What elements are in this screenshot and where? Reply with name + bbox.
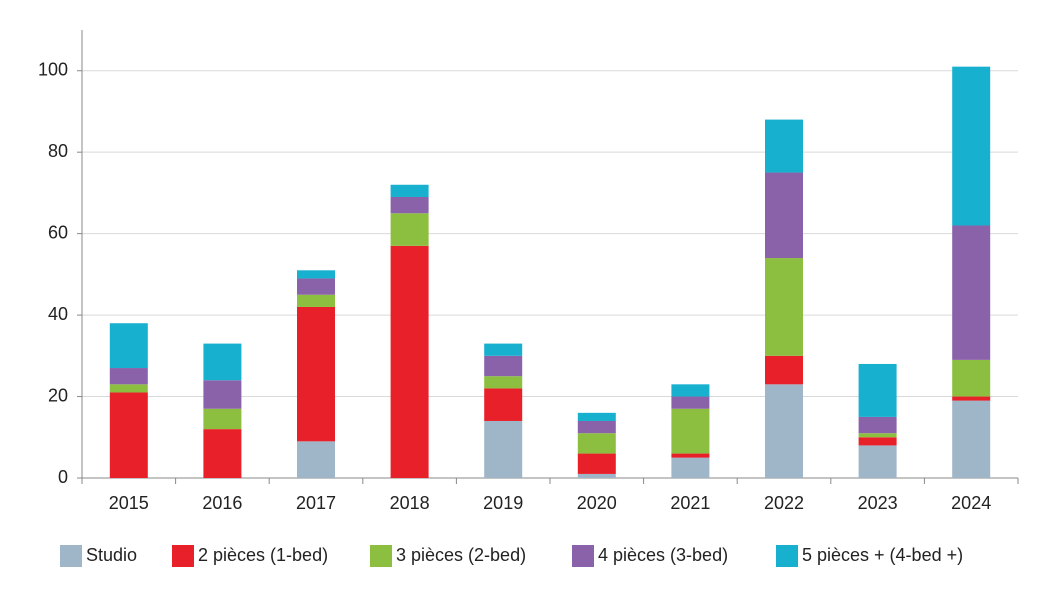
bar-segment <box>484 388 523 421</box>
y-tick-label: 0 <box>58 467 68 487</box>
bar-segment <box>390 213 429 246</box>
bar-segment <box>297 441 335 478</box>
legend-swatch <box>776 545 798 567</box>
bar-segment <box>671 457 710 478</box>
x-tick-label: 2018 <box>390 493 430 513</box>
bar-segment <box>671 453 710 458</box>
x-tick-label: 2022 <box>764 493 804 513</box>
bar-segment <box>952 359 991 397</box>
bar-segment <box>858 416 897 434</box>
bar-segment <box>390 196 429 214</box>
legend-label: 3 pièces (2-bed) <box>396 545 526 565</box>
legend-label: 2 pièces (1-bed) <box>198 545 328 565</box>
bar-segment <box>952 225 991 360</box>
bar-segment <box>109 392 148 478</box>
y-tick-label: 20 <box>48 385 68 405</box>
bar-segment <box>858 445 897 478</box>
y-tick-label: 80 <box>48 141 68 161</box>
bar-segment <box>765 258 803 356</box>
bar-segment <box>297 306 335 442</box>
legend-swatch <box>60 545 82 567</box>
bar-segment <box>952 400 991 478</box>
bar-segment <box>203 343 242 381</box>
bar-segment <box>390 184 429 197</box>
bar-segment <box>577 420 616 434</box>
x-tick-label: 2020 <box>577 493 617 513</box>
bar-segment <box>858 437 897 446</box>
bar-segment <box>577 453 616 474</box>
bar-segment <box>484 355 523 377</box>
legend-swatch <box>370 545 392 567</box>
bar-segment <box>858 433 897 438</box>
bar-segment <box>109 384 148 393</box>
x-tick-label: 2016 <box>202 493 242 513</box>
bar-segment <box>297 270 335 279</box>
y-tick-label: 60 <box>48 222 68 242</box>
bar-segment <box>203 429 242 478</box>
bar-segment <box>297 278 335 295</box>
bar-segment <box>484 376 523 389</box>
bar-segment <box>952 396 991 401</box>
bar-segment <box>952 66 991 226</box>
x-tick-label: 2015 <box>109 493 149 513</box>
y-tick-label: 40 <box>48 304 68 324</box>
bar-segment <box>858 363 897 417</box>
bar-segment <box>765 172 803 259</box>
x-tick-label: 2017 <box>296 493 336 513</box>
bar-segment <box>484 420 523 478</box>
x-tick-label: 2021 <box>670 493 710 513</box>
bar-segment <box>109 323 148 369</box>
bar-segment <box>577 433 616 454</box>
bar-segment <box>390 245 429 478</box>
bar-segment <box>109 368 148 385</box>
bar-segment <box>484 343 523 356</box>
bar-segment <box>203 408 242 430</box>
y-tick-label: 100 <box>38 59 68 79</box>
legend-swatch <box>572 545 594 567</box>
bar-segment <box>203 380 242 409</box>
bar-segment <box>297 294 335 307</box>
x-tick-label: 2019 <box>483 493 523 513</box>
legend-label: Studio <box>86 545 137 565</box>
bar-segment <box>765 384 803 478</box>
bar-segment <box>671 396 710 409</box>
legend-swatch <box>172 545 194 567</box>
x-tick-label: 2023 <box>858 493 898 513</box>
x-tick-label: 2024 <box>951 493 991 513</box>
legend-label: 4 pièces (3-bed) <box>598 545 728 565</box>
bar-segment <box>577 412 616 421</box>
bar-segment <box>671 408 710 454</box>
bar-segment <box>765 355 803 385</box>
bar-segment <box>671 384 710 397</box>
legend-label: 5 pièces + (4-bed +) <box>802 545 963 565</box>
bar-segment <box>765 119 803 173</box>
bar-segment <box>577 473 616 478</box>
